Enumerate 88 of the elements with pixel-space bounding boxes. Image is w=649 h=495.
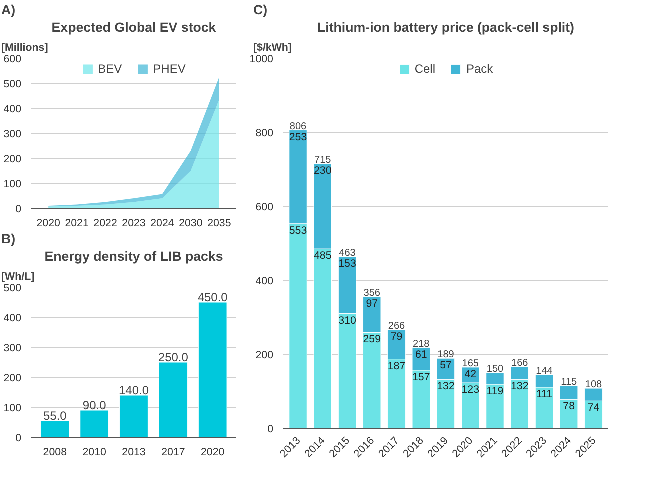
y-tick-label: 400	[4, 312, 22, 324]
y-tick-label: 400	[4, 104, 22, 116]
data-label: 119	[486, 385, 504, 398]
x-tick-label: 2020	[36, 218, 61, 230]
data-label: 111	[536, 388, 553, 400]
x-tick-label: 2020	[200, 446, 225, 458]
data-label: 187	[388, 360, 406, 372]
y-tick-label: 200	[4, 372, 22, 384]
x-tick-label: 2008	[43, 446, 68, 458]
bar	[158, 362, 188, 438]
data-label: 79	[390, 331, 403, 344]
data-label: 485	[314, 250, 332, 262]
x-tick-label: 2030	[179, 218, 203, 230]
total-label: 150	[486, 364, 504, 375]
data-label: 90.0	[82, 398, 107, 412]
y-axis-title: [$/kWh]	[254, 42, 292, 54]
legend-label: Cell	[414, 62, 436, 76]
total-label: 218	[413, 338, 430, 350]
x-tick-label: 2023	[122, 218, 146, 230]
x-tick-label: 2013	[122, 446, 146, 458]
total-label: 166	[512, 358, 529, 370]
y-axis-title: [Millions]	[2, 42, 48, 54]
x-tick-label: 2021	[65, 218, 89, 230]
chart-title: Energy density of LIB packs	[44, 249, 224, 264]
data-label: 74	[588, 402, 600, 414]
y-tick-label: 0	[268, 424, 274, 436]
y-tick-label: 500	[4, 78, 22, 90]
total-label: 115	[561, 376, 578, 388]
total-label: 108	[585, 380, 603, 391]
text: A)	[2, 2, 16, 18]
y-tick-label: 0	[16, 432, 22, 444]
y-tick-label: 400	[256, 276, 274, 288]
legend-label: PHEV	[153, 62, 186, 76]
data-label: 78	[563, 400, 576, 413]
y-tick-label: 300	[4, 128, 22, 140]
total-label: 144	[536, 366, 554, 378]
y-tick-label: 300	[4, 342, 22, 354]
x-tick-label: 2010	[82, 446, 107, 458]
data-label: 123	[462, 384, 480, 396]
bar	[40, 420, 70, 438]
data-label: 310	[338, 314, 356, 327]
y-tick-label: 600	[4, 54, 22, 66]
y-tick-label: 200	[4, 154, 22, 166]
bar	[198, 302, 228, 438]
data-label: 42	[464, 368, 477, 380]
y-tick-label: 200	[256, 350, 274, 362]
total-label: 463	[339, 248, 356, 260]
bar	[120, 395, 148, 438]
data-label: 132	[437, 380, 455, 393]
bar	[80, 410, 110, 438]
total-label: 806	[290, 121, 308, 132]
text: C)	[254, 2, 268, 18]
x-tick-label: 2022	[94, 218, 118, 230]
chart-title: Expected Global EV stock	[52, 20, 217, 35]
data-label: 250.0	[158, 350, 189, 364]
data-label: 132	[510, 380, 529, 393]
text: B)	[2, 232, 16, 246]
data-label: 61	[415, 348, 428, 361]
data-label: 55.0	[43, 409, 68, 423]
y-axis-title: [Wh/L]	[2, 271, 35, 283]
legend-label: BEV	[98, 62, 122, 76]
total-label: 189	[438, 350, 455, 361]
data-label: 230	[314, 164, 332, 177]
x-tick-label: 2017	[162, 446, 186, 458]
data-label: 553	[289, 224, 308, 237]
total-label: 266	[388, 321, 406, 332]
x-tick-label: 2035	[208, 218, 232, 230]
legend-label: Pack	[466, 62, 494, 76]
y-tick-label: 500	[4, 282, 22, 294]
x-tick-label: 2024	[150, 218, 174, 230]
total-label: 356	[364, 288, 381, 299]
chart-title: Lithium-ion battery price (pack-cell split)	[318, 20, 574, 35]
y-tick-label: 0	[16, 204, 22, 216]
data-label: 153	[338, 258, 356, 270]
data-label: 157	[412, 371, 430, 384]
y-tick-label: 100	[4, 178, 22, 190]
data-label: 450.0	[198, 290, 228, 304]
y-tick-label: 800	[256, 128, 274, 140]
y-tick-label: 100	[4, 402, 22, 414]
total-label: 165	[462, 358, 480, 370]
total-label: 715	[314, 154, 332, 166]
data-label: 97	[366, 298, 378, 310]
data-label: 253	[289, 131, 308, 144]
data-label: 259	[363, 334, 382, 346]
y-tick-label: 1000	[250, 54, 274, 66]
data-label: 140.0	[118, 384, 150, 398]
y-tick-label: 600	[256, 202, 274, 214]
data-label: 57	[440, 360, 452, 372]
